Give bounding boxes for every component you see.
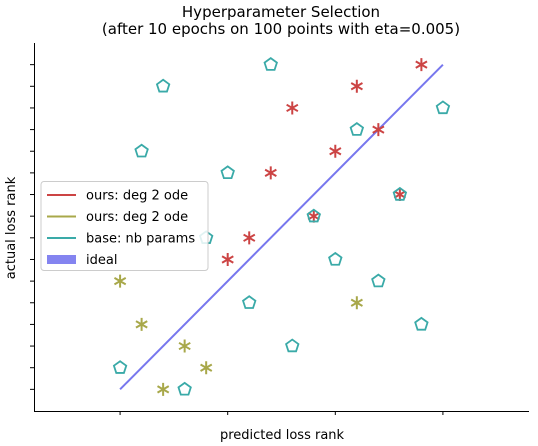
series-2-pentagon-point	[415, 318, 427, 330]
legend-label-1: ours: deg 2 ode	[86, 210, 188, 225]
series-0-star-point	[351, 80, 362, 93]
series-0-star-point	[330, 145, 341, 158]
legend-label-2: base: nb params	[86, 232, 195, 247]
series-2-pentagon-point	[351, 123, 363, 135]
series-2-pentagon-point	[157, 80, 169, 92]
series-2-pentagon-point	[437, 101, 449, 113]
series-2-pentagon-point	[265, 58, 277, 70]
series-0-star-point	[287, 101, 298, 114]
series-0-star-point	[416, 58, 427, 71]
series-1-star-point	[136, 318, 147, 331]
x-axis-label: predicted loss rank	[220, 428, 345, 443]
series-1-star-point	[114, 275, 125, 288]
series-1-star-point	[158, 383, 169, 396]
y-ticks	[30, 65, 34, 390]
series-2-pentagon-point	[286, 340, 298, 352]
series-1-star-point	[201, 361, 212, 374]
series-1-star-point	[351, 296, 362, 309]
series-2-pentagon-point	[329, 253, 341, 265]
y-axis-label: actual loss rank	[4, 176, 19, 279]
series-2-pentagon-point	[114, 361, 126, 373]
series-2-pentagon-point	[243, 296, 255, 308]
legend-label-3: ideal	[86, 253, 117, 268]
series-0-star-point	[265, 166, 276, 179]
series-0-star-point	[222, 253, 233, 266]
legend-label-0: ours: deg 2 ode	[86, 189, 188, 204]
series-2-pentagon-point	[178, 383, 190, 395]
series-2-pentagon-point	[222, 166, 234, 178]
series-1-star-point	[179, 340, 190, 353]
series-2-pentagon-point	[135, 145, 147, 157]
legend-swatch-ideal	[47, 255, 76, 264]
chart-title: Hyperparameter Selection	[182, 3, 380, 21]
legend: ours: deg 2 ode ours: deg 2 ode base: nb p…	[41, 182, 208, 271]
series-2-pentagon-point	[372, 275, 384, 287]
chart-subtitle: (after 10 epochs on 100 points with eta=…	[102, 20, 460, 38]
series-0-star-point	[244, 231, 255, 244]
